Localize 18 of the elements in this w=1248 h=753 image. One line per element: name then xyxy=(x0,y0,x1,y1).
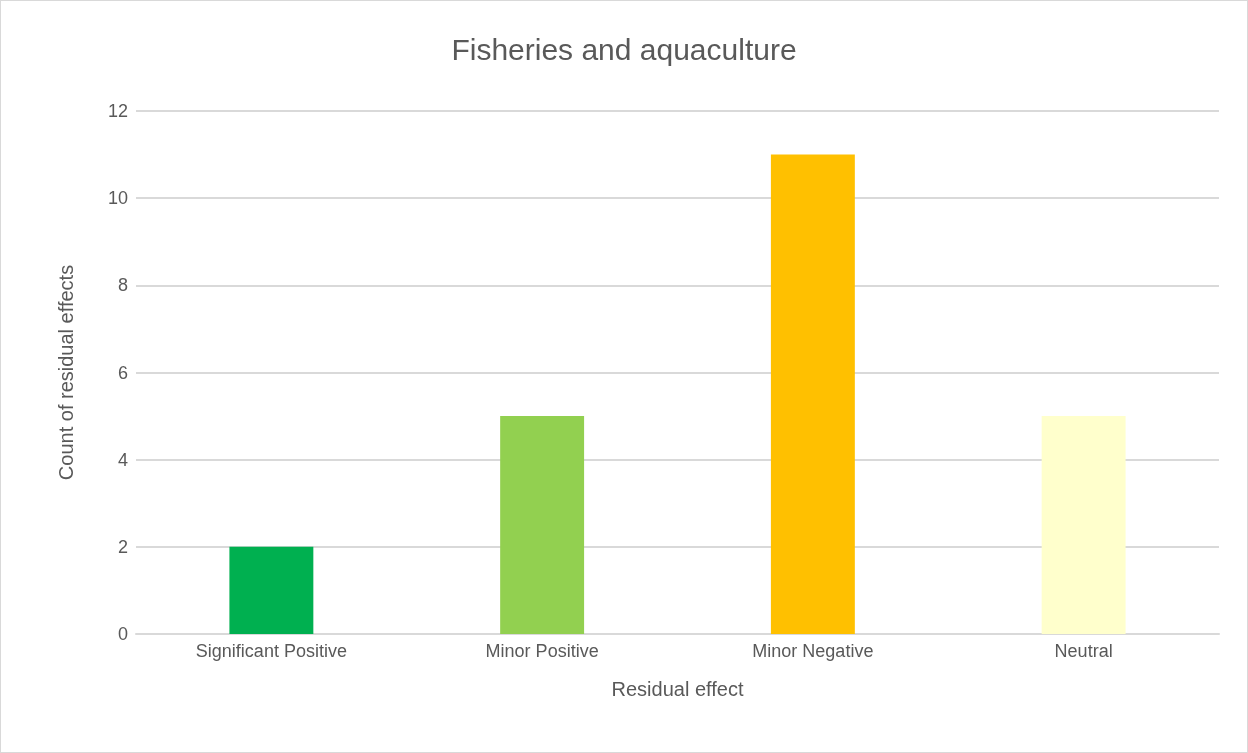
y-tick-label: 8 xyxy=(117,275,128,296)
y-tick-label: 12 xyxy=(107,101,128,121)
y-tick-label: 6 xyxy=(117,362,128,383)
x-axis-title: Residual effect xyxy=(611,678,744,700)
x-tick-label: Minor Negative xyxy=(752,641,874,661)
bar xyxy=(500,416,585,634)
y-tick-label: 4 xyxy=(117,449,128,470)
y-axis-title: Count of residual effects xyxy=(55,264,77,481)
bar xyxy=(770,154,855,634)
y-tick-label: 0 xyxy=(117,624,128,644)
x-tick-label: Minor Positive xyxy=(485,641,599,661)
bar xyxy=(229,546,314,634)
chart-title: Fisheries and aquaculture xyxy=(451,32,797,66)
y-tick-label: 10 xyxy=(107,188,128,209)
x-tick-label: Significant Positive xyxy=(195,641,347,661)
bar xyxy=(1041,416,1126,634)
x-tick-label: Neutral xyxy=(1054,641,1113,661)
y-tick-label: 2 xyxy=(117,536,128,557)
